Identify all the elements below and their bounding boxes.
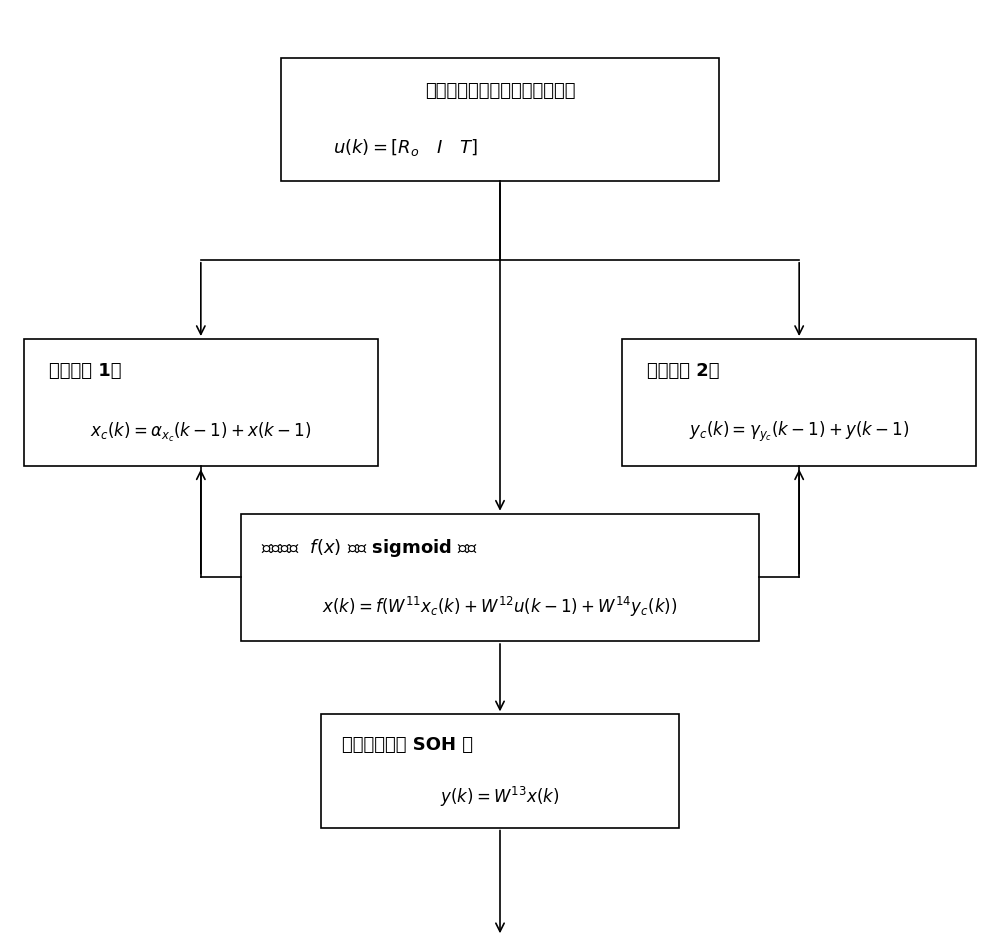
Text: $y_c(k)=\gamma_{y_c}(k-1)+y(k-1)$: $y_c(k)=\gamma_{y_c}(k-1)+y(k-1)$ [689,420,909,444]
Text: $u(k)=[R_o \quad I \quad T]$: $u(k)=[R_o \quad I \quad T]$ [333,137,478,158]
Text: $y(k)=W^{13}x(k)$: $y(k)=W^{13}x(k)$ [440,785,560,809]
Text: 联系单元 1：: 联系单元 1： [49,362,121,380]
Bar [622,339,976,467]
Text: 联系单元 2：: 联系单元 2： [647,362,719,380]
Bar [281,58,719,181]
Text: 输出层：输出 SOH 值: 输出层：输出 SOH 值 [342,736,473,754]
Bar [241,513,759,641]
Bar [320,714,679,828]
Text: 隐含层：  $f(x)$ 取为 sigmoid 函数: 隐含层： $f(x)$ 取为 sigmoid 函数 [261,537,479,559]
Text: $x(k)=f(W^{11}x_c(k)+W^{12}u(k-1)+W^{14}y_c(k))$: $x(k)=f(W^{11}x_c(k)+W^{12}u(k-1)+W^{14}… [322,595,678,618]
Text: 输入层：输入电阻、电流和温度: 输入层：输入电阻、电流和温度 [425,82,575,100]
Text: $x_c(k)=\alpha_{x_c}(k-1)+x(k-1)$: $x_c(k)=\alpha_{x_c}(k-1)+x(k-1)$ [90,420,312,443]
Bar [24,339,378,467]
